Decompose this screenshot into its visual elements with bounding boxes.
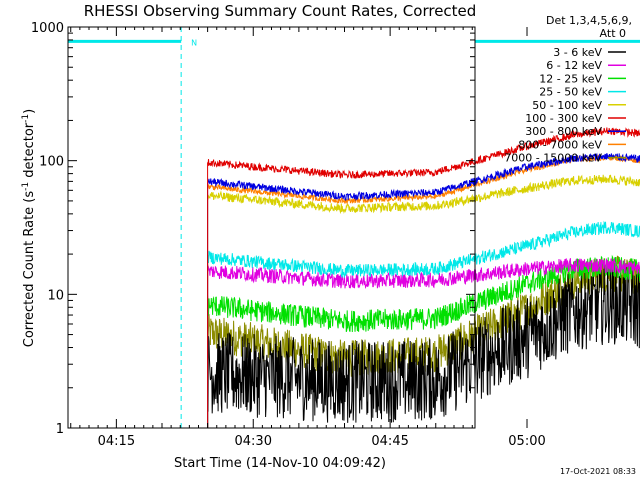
x-tick-label: 04:45	[371, 434, 408, 449]
y-tick-label: 1	[56, 422, 64, 437]
y-tick-label: 10	[47, 288, 64, 303]
state-label: N	[191, 38, 197, 47]
series-line	[207, 257, 640, 428]
series-layer	[207, 126, 640, 428]
y-axis-label: Corrected Count Rate (s-1 detector-1)	[21, 109, 37, 347]
series-line	[207, 220, 640, 428]
y-tick-label: 100	[39, 155, 64, 170]
legend-entry-label: 25 - 50 keV	[539, 86, 602, 99]
y-axis-label-sup1: -1	[21, 182, 31, 191]
x-tick-label: 04:15	[98, 434, 135, 449]
legend-entry-label: 800 - 7000 keV	[518, 138, 602, 151]
series-line	[207, 126, 640, 428]
y-axis-label-end: )	[22, 109, 37, 114]
y-axis-label-sup2: -1	[21, 114, 31, 123]
series-line	[207, 255, 640, 428]
legend-entry-label: 12 - 25 keV	[539, 72, 602, 85]
series-line	[207, 174, 640, 428]
legend-entry-label: 3 - 6 keV	[553, 46, 602, 59]
legend-entry-label: 7000 - 15000 keV	[504, 152, 602, 165]
chart-title: RHESSI Observing Summary Count Rates, Co…	[84, 2, 477, 20]
legend-entry-label: 100 - 300 keV	[525, 112, 602, 125]
y-axis-label-mid: detector	[22, 122, 37, 182]
x-axis-label: Start Time (14-Nov-10 04:09:42)	[174, 456, 386, 471]
legend-entry-label: 6 - 12 keV	[546, 59, 602, 72]
y-tick-label: 1000	[31, 21, 64, 36]
series-line	[207, 262, 640, 428]
legend-entry-label: 50 - 100 keV	[532, 99, 602, 112]
x-tick-label: 05:00	[508, 434, 545, 449]
series-line	[207, 152, 640, 428]
y-axis-label-main: Corrected Count Rate (s	[22, 191, 37, 348]
tick-layer: 04:1504:3004:4505:0005:1505:3005:4511010…	[31, 21, 546, 449]
x-tick-label: 04:30	[235, 434, 272, 449]
legend-header-line-2: Att 0	[600, 27, 626, 40]
series-line	[207, 254, 640, 428]
legend-entry-label: 300 - 800 keV	[525, 125, 602, 138]
generation-timestamp: 17-Oct-2021 08:33	[560, 467, 636, 476]
legend-header-line-1: Det 1,3,4,5,6,9,	[546, 14, 632, 27]
